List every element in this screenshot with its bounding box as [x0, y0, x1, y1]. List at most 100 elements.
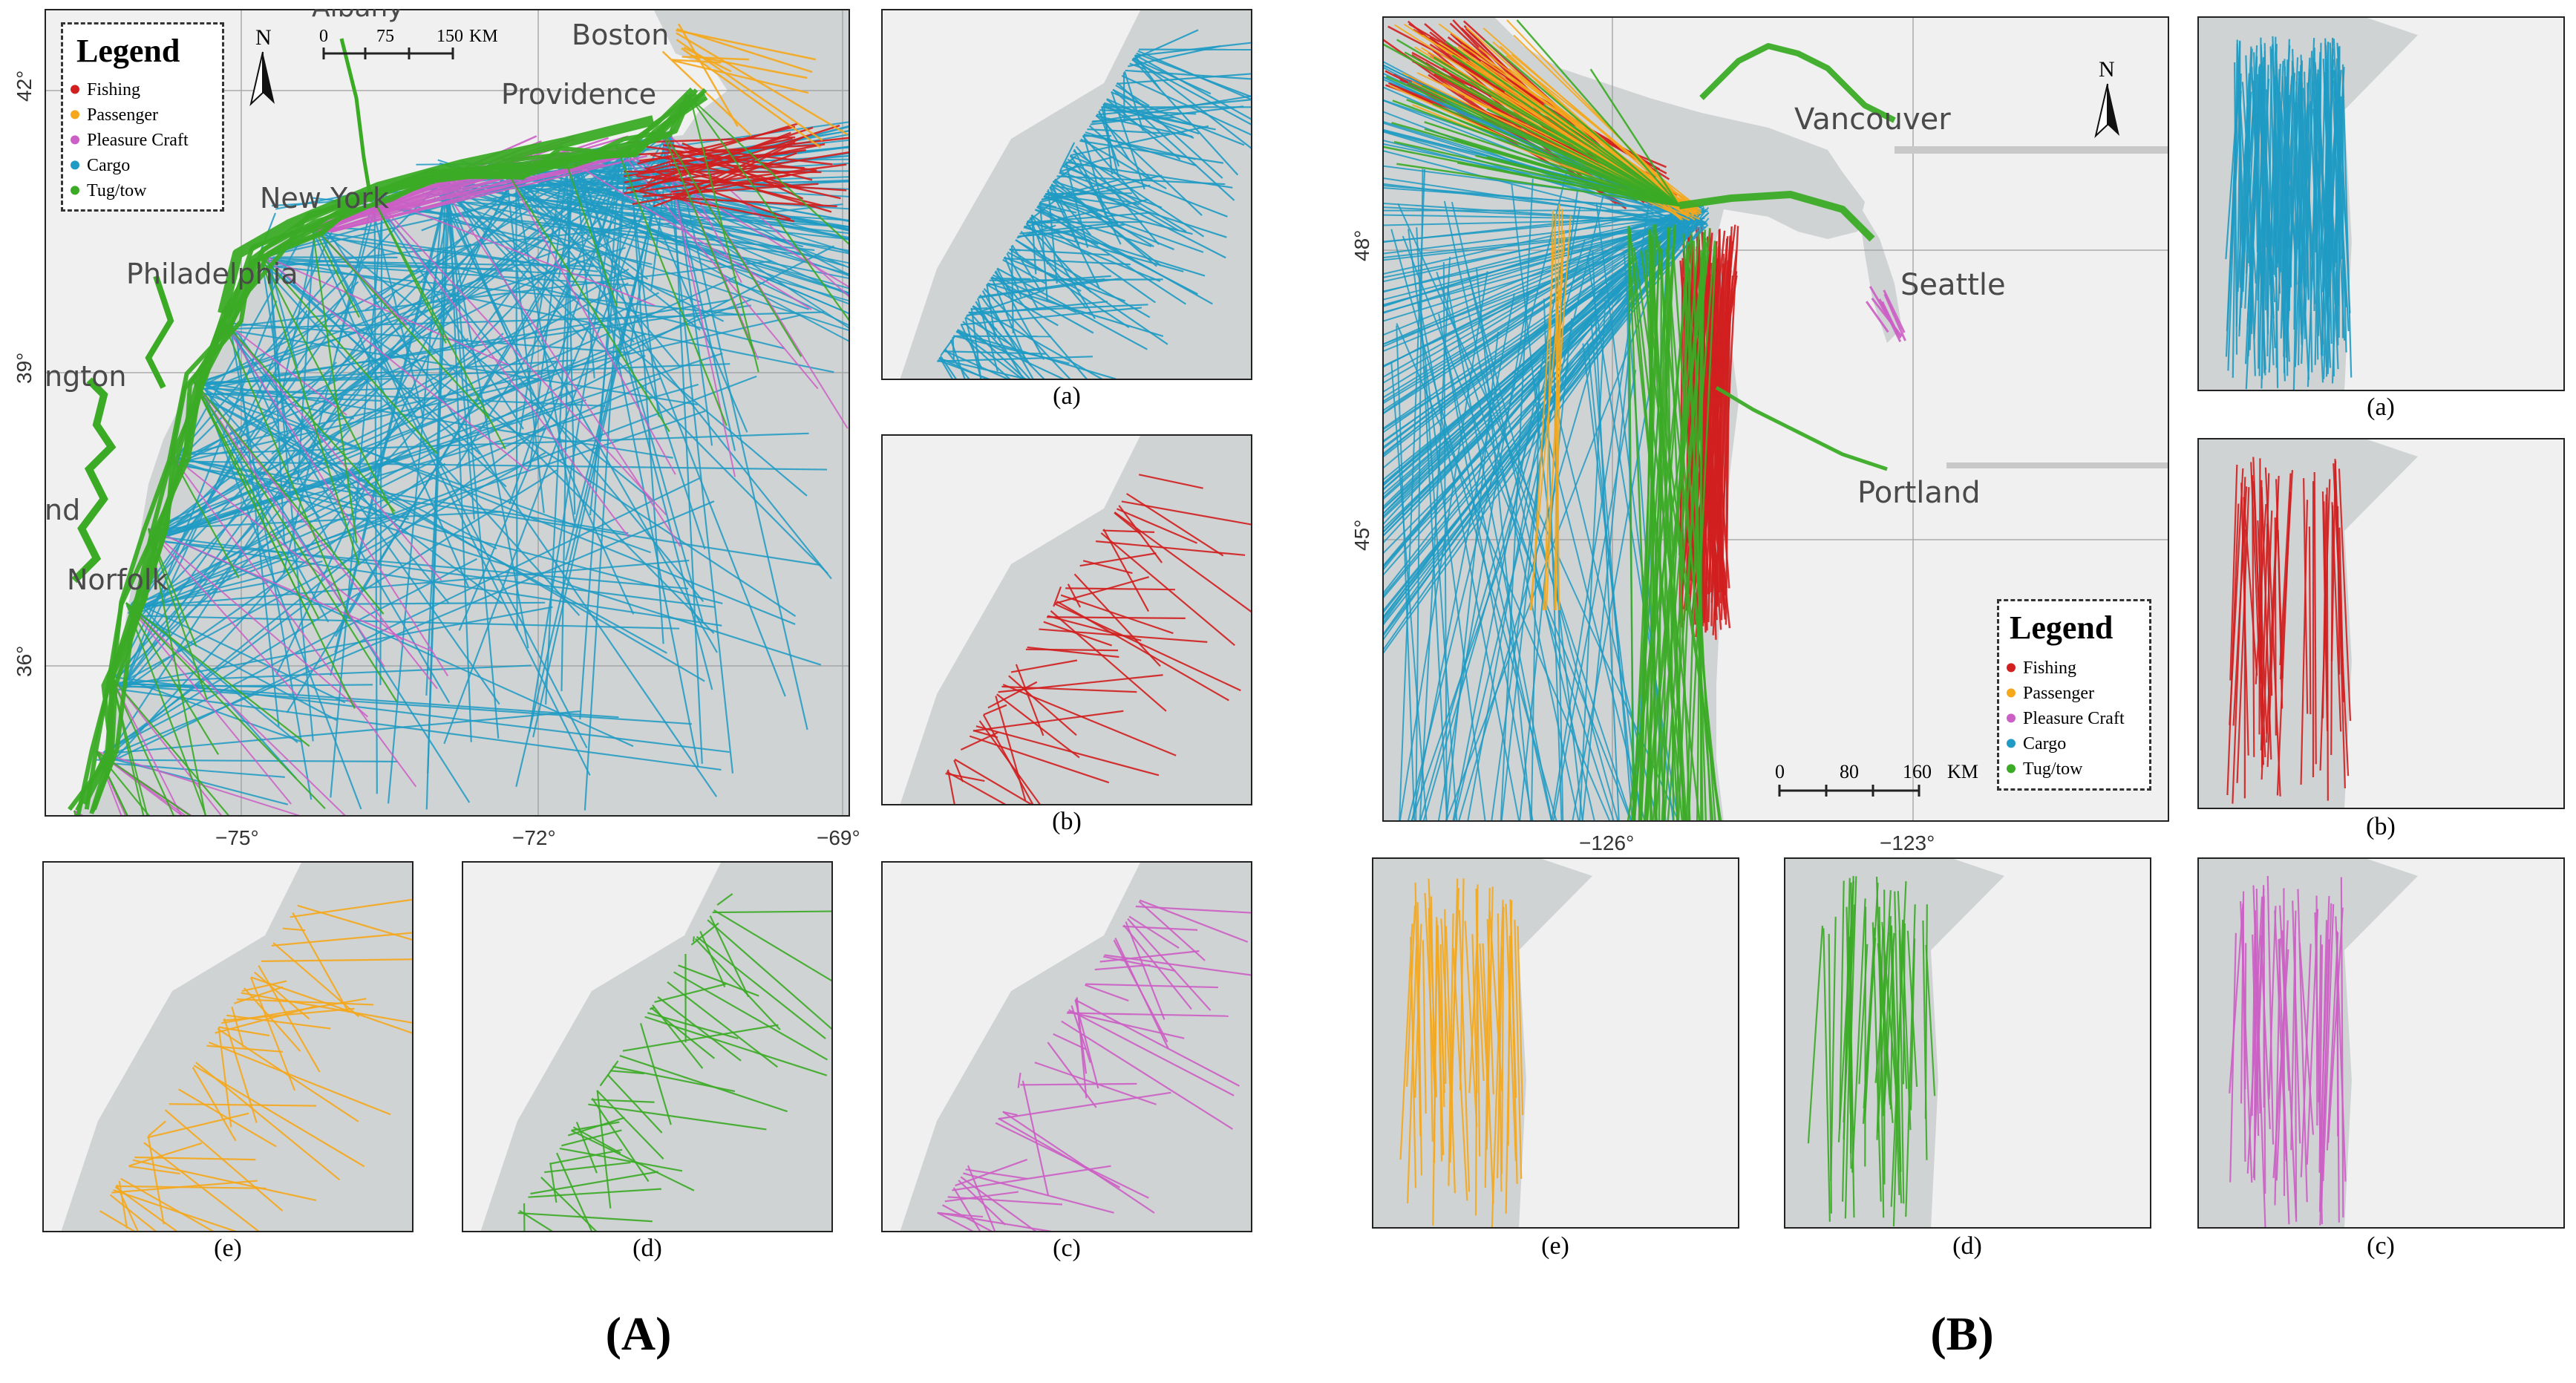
vessel-track [1422, 358, 1558, 822]
vessel-track [566, 171, 576, 514]
vessel-track [1020, 1082, 1137, 1086]
vessel-track [1877, 890, 1892, 1132]
vessel-track [668, 143, 813, 181]
vessel-track [1133, 56, 1252, 151]
vessel-track [1458, 909, 1471, 1192]
vessel-track [1017, 1072, 1021, 1088]
vessel-track [118, 606, 553, 687]
vessel-track [1009, 248, 1110, 256]
vessel-track [259, 253, 395, 515]
vessel-track [575, 1122, 598, 1174]
vessel-track [1070, 125, 1209, 157]
city-label: ngton [45, 360, 126, 393]
vessel-track [1500, 906, 1505, 1174]
vessel-track [972, 305, 1105, 380]
vessel-track [253, 971, 310, 1020]
vessel-track [1024, 198, 1149, 228]
vessel-track [577, 157, 706, 550]
figure-label-a: (A) [605, 1307, 672, 1360]
scale-bar: 0 80 160 KM [1775, 761, 1978, 797]
vessel-track [1064, 163, 1180, 232]
vessel-track [1452, 948, 1468, 1201]
legend-item-label: Cargo [87, 156, 130, 175]
vessel-track [1466, 269, 1619, 822]
vessel-track [2258, 110, 2260, 369]
vessel-track [1020, 230, 1088, 310]
vessel-track [441, 184, 585, 341]
vessel-track [173, 460, 828, 471]
vessel-track [1037, 205, 1213, 305]
vessel-track [437, 179, 681, 547]
vessel-track [1451, 54, 1680, 207]
vessel-track [2255, 889, 2261, 1114]
vessel-track [1049, 186, 1101, 290]
vessel-track [1445, 331, 1500, 822]
vessel-track [1645, 249, 1665, 822]
vessel-track [1054, 178, 1157, 267]
vessel-track [1111, 91, 1245, 146]
vessel-track [644, 1016, 828, 1076]
vessel-track [998, 674, 1163, 693]
vessel-track [173, 195, 612, 469]
vessel-track [1118, 505, 1163, 563]
vessel-track [1382, 205, 1684, 275]
vessel-track [2229, 903, 2244, 1093]
vessel-track [2260, 487, 2272, 760]
vessel-track [1015, 239, 1168, 345]
legend-item-label: Pleasure Craft [2023, 709, 2125, 728]
vessel-track [236, 332, 500, 705]
vessel-track [1045, 193, 1082, 204]
map-b-labels: Vancouver Seattle Portland [1382, 16, 2169, 822]
vessel-track [206, 363, 730, 385]
vessel-track [169, 1103, 316, 1107]
vessel-track [2274, 938, 2281, 1206]
vessel-track [1851, 898, 1866, 1173]
subplot-b-a [2197, 16, 2565, 391]
vessel-track [147, 1136, 165, 1225]
vessel-track [1451, 201, 1596, 822]
vessel-track [137, 614, 338, 722]
vessel-track [1098, 111, 1131, 161]
vessel-track [952, 1165, 1111, 1191]
vessel-track [1044, 194, 1204, 253]
lon-tick: −123° [1880, 831, 1935, 854]
vessel-track [1135, 905, 1252, 914]
vessel-track [1117, 82, 1223, 179]
vessel-track [1445, 258, 1664, 822]
vessel-track [1037, 205, 1066, 214]
vessel-track [579, 154, 621, 720]
vessel-track [1382, 177, 1685, 224]
vessel-track [996, 693, 1080, 759]
vessel-track [1484, 39, 1680, 206]
vessel-track [1649, 229, 1678, 822]
vessel-track [222, 320, 449, 677]
vessel-track [103, 396, 344, 763]
vessel-track [1030, 215, 1096, 319]
vessel-track [2333, 101, 2347, 307]
vessel-track [1382, 210, 1709, 243]
figure-label-b: (B) [1930, 1307, 1994, 1360]
vessel-track [2230, 91, 2242, 260]
vessel-track [370, 194, 506, 450]
vessel-track [1457, 364, 1592, 822]
vessel-track [1023, 226, 1184, 272]
vessel-track [1902, 923, 1906, 1085]
vessel-track [96, 751, 129, 817]
vessel-track [1094, 964, 1151, 971]
map-a-north-scale: N 0 75 150 KM [245, 22, 542, 111]
vessel-track [676, 27, 813, 73]
vessel-track [184, 432, 809, 456]
vessel-track [1685, 229, 1707, 822]
vessel-track [699, 931, 726, 988]
vessel-track [147, 1112, 249, 1139]
vessel-track [422, 192, 850, 241]
vessel-track [990, 276, 1026, 359]
subplot-b-c [2197, 857, 2565, 1229]
vessel-track [639, 1023, 672, 1125]
vessel-track [660, 127, 802, 357]
vessel-track [1102, 529, 1150, 612]
vessel-track [1010, 659, 1078, 673]
vessel-track [1070, 1005, 1091, 1063]
vessel-track [379, 207, 383, 685]
vessel-track [962, 321, 1028, 380]
